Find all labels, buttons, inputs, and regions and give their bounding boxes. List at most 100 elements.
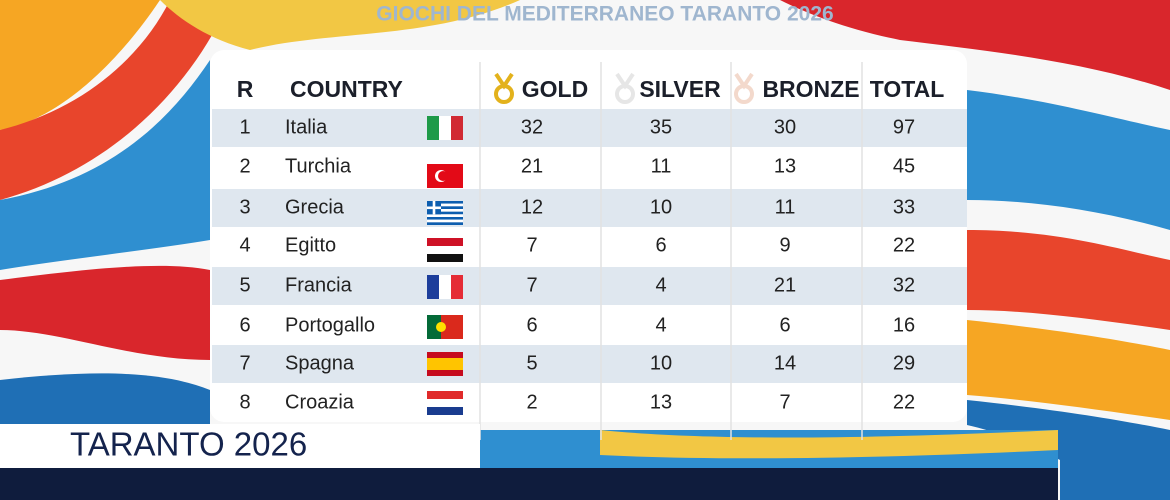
flag-stripe [427, 275, 439, 299]
flag-stripe [441, 315, 463, 339]
cell: Spagna [285, 352, 355, 374]
cell: 11 [651, 155, 672, 177]
flag-stripe [427, 315, 441, 339]
flag-stripe [427, 206, 463, 209]
cell: 1 [239, 116, 250, 138]
cell: 7 [526, 274, 537, 296]
flag [427, 391, 463, 415]
cell: 4 [655, 274, 666, 296]
flag-stripe [427, 254, 463, 262]
caption: TARANTO 2026 [70, 426, 307, 463]
caption-band [0, 424, 480, 468]
flag-cross [432, 201, 436, 215]
cell: 8 [239, 391, 250, 413]
flag [427, 164, 463, 188]
flag-stripe [427, 358, 463, 370]
cell: 5 [239, 274, 250, 296]
cell: 14 [774, 352, 796, 374]
flag-stripe [427, 116, 439, 140]
row-stripe [212, 189, 967, 227]
cell: 35 [650, 116, 672, 138]
cell: 10 [650, 352, 672, 374]
lower-third-bar [0, 468, 1058, 500]
cell: 13 [774, 155, 796, 177]
cell: 7 [526, 234, 537, 256]
flag-crescent [438, 171, 448, 181]
flag-stripe [451, 275, 463, 299]
column-header: R [237, 76, 254, 102]
cell: 7 [779, 391, 790, 413]
flag-stripe [427, 211, 463, 215]
cell: 30 [774, 116, 796, 138]
cell: 29 [893, 352, 915, 374]
medal-icons [494, 72, 754, 104]
cell: Turchia [285, 155, 352, 177]
row-stripe [212, 109, 967, 147]
flag-emblem [436, 322, 446, 332]
flag-stripe [427, 201, 463, 204]
flag-stripe [427, 203, 463, 207]
cell: Egitto [285, 234, 336, 256]
cell: 6 [526, 314, 537, 336]
row-stripe [212, 267, 967, 305]
cell: 6 [655, 234, 666, 256]
cell: 21 [521, 155, 543, 177]
cell: 22 [893, 391, 915, 413]
flag-stripe [427, 217, 463, 220]
flag-stripe [427, 370, 463, 376]
flag-stripe [427, 391, 463, 399]
flag-stripe [427, 407, 463, 415]
cell: 16 [893, 314, 915, 336]
cell: Francia [285, 274, 353, 296]
cell: 45 [893, 155, 915, 177]
cell: Portogallo [285, 314, 375, 336]
flag-stripe [427, 214, 463, 217]
cell: 11 [775, 196, 796, 218]
cell: 13 [650, 391, 672, 413]
cell: 7 [239, 352, 250, 374]
row-stripe [212, 345, 967, 383]
flag [427, 315, 463, 339]
column-header: TOTAL [870, 76, 945, 102]
flag [427, 238, 463, 262]
cell: 9 [779, 234, 790, 256]
broadcast-title: GIOCHI DEL MEDITERRANEO TARANTO 2026 [376, 3, 833, 26]
cell: 4 [655, 314, 666, 336]
cell: 10 [650, 196, 672, 218]
column-header: COUNTRY [290, 76, 403, 102]
column-header: SILVER [639, 76, 721, 102]
flag-stripe [439, 275, 451, 299]
cell: 2 [239, 155, 250, 177]
flag-stripe [427, 399, 463, 407]
cell: 33 [893, 196, 915, 218]
cell: 32 [521, 116, 543, 138]
flag [427, 201, 463, 225]
flag-stripe [427, 352, 463, 358]
flag [427, 275, 463, 299]
cell: 22 [893, 234, 915, 256]
flag-stripe [427, 246, 463, 254]
flag [427, 352, 463, 376]
cell: 3 [239, 196, 250, 218]
cell: 2 [526, 391, 537, 413]
flag-stripe [439, 116, 451, 140]
cell: Italia [285, 116, 328, 138]
cell: Croazia [285, 391, 355, 413]
flag-stripe [427, 219, 463, 223]
flag-stripe [427, 238, 463, 246]
column-header: BRONZE [762, 76, 859, 102]
flag-stripe [427, 209, 463, 212]
cell: 6 [239, 314, 250, 336]
cell: 32 [893, 274, 915, 296]
flag [427, 116, 463, 140]
cell: 4 [239, 234, 250, 256]
cell: 12 [521, 196, 543, 218]
flag-stripe [451, 116, 463, 140]
cell: 5 [526, 352, 537, 374]
flag-stripe [427, 222, 463, 225]
cell: Grecia [285, 196, 345, 218]
cell: 97 [893, 116, 915, 138]
column-header: GOLD [522, 76, 588, 102]
